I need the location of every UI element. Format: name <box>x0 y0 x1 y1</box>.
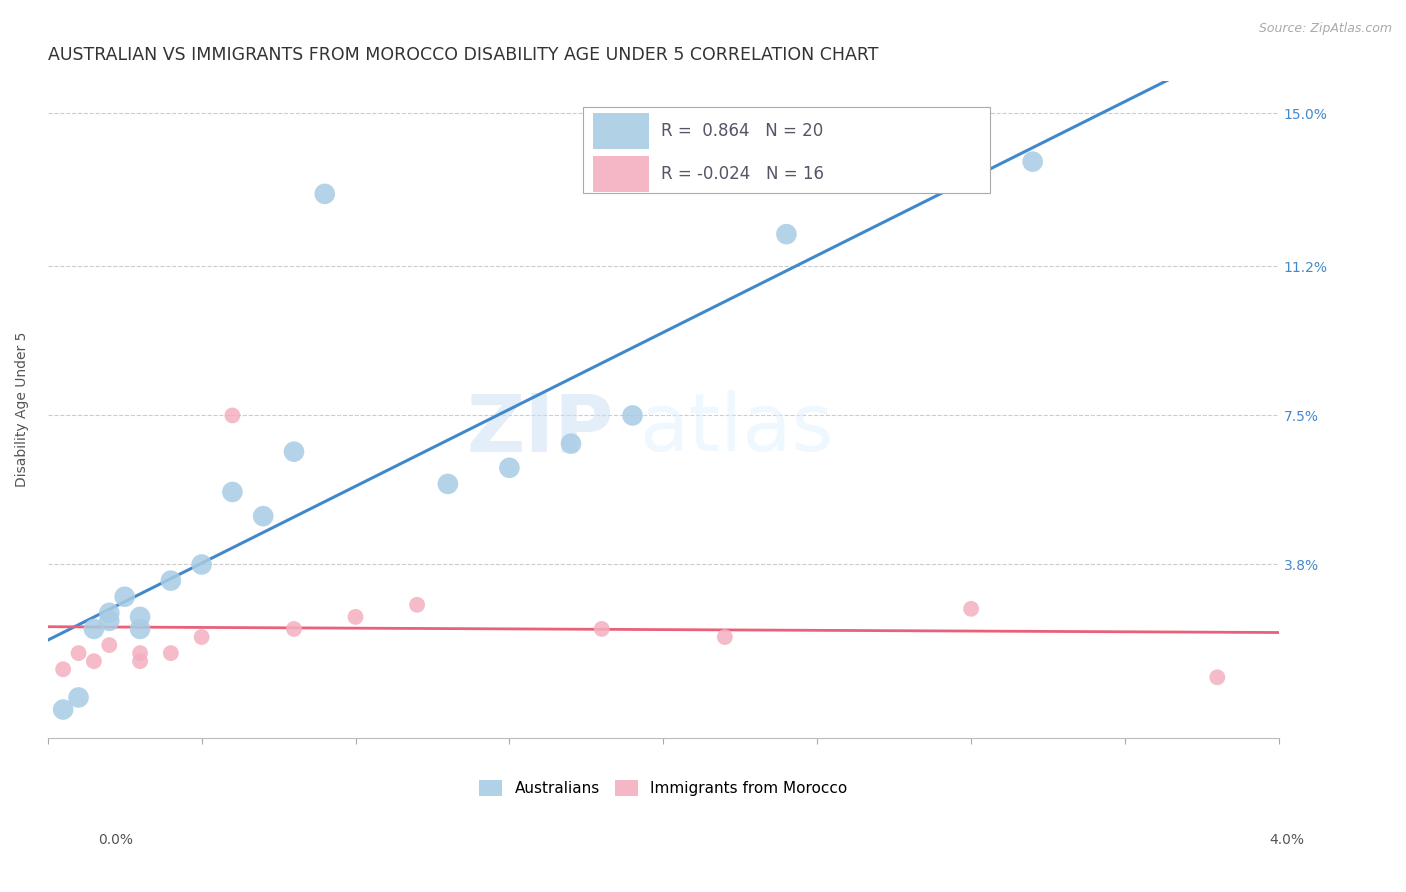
Point <box>283 622 305 636</box>
Y-axis label: Disability Age Under 5: Disability Age Under 5 <box>15 332 30 487</box>
Bar <box>593 156 648 192</box>
Point <box>129 646 152 660</box>
Point <box>190 630 212 644</box>
Point <box>591 622 613 636</box>
Point <box>67 646 90 660</box>
Point <box>129 610 152 624</box>
Point <box>621 409 644 423</box>
Point <box>129 622 152 636</box>
Point <box>344 610 367 624</box>
Point <box>114 590 136 604</box>
Point <box>98 606 121 620</box>
Point <box>406 598 429 612</box>
Point <box>252 509 274 524</box>
Point <box>314 186 336 201</box>
Point <box>960 602 983 616</box>
Point <box>98 614 121 628</box>
Point <box>221 485 243 500</box>
Point <box>190 558 212 572</box>
Text: Source: ZipAtlas.com: Source: ZipAtlas.com <box>1258 22 1392 36</box>
Legend: Australians, Immigrants from Morocco: Australians, Immigrants from Morocco <box>474 774 853 802</box>
Point <box>83 654 105 668</box>
Text: 0.0%: 0.0% <box>98 833 132 847</box>
Point <box>775 227 797 241</box>
Point <box>1206 670 1229 684</box>
Point <box>283 444 305 458</box>
Point <box>83 622 105 636</box>
Point <box>437 477 460 491</box>
Point <box>67 690 90 705</box>
Point <box>98 638 121 652</box>
Point <box>714 630 737 644</box>
FancyBboxPatch shape <box>583 107 990 193</box>
Point <box>498 460 520 475</box>
Point <box>129 654 152 668</box>
Point <box>160 574 183 588</box>
Text: atlas: atlas <box>638 390 834 468</box>
Text: 4.0%: 4.0% <box>1270 833 1303 847</box>
Point <box>221 409 243 423</box>
Point <box>1021 154 1043 169</box>
Point <box>52 702 75 716</box>
Bar <box>593 113 648 149</box>
Text: AUSTRALIAN VS IMMIGRANTS FROM MOROCCO DISABILITY AGE UNDER 5 CORRELATION CHART: AUSTRALIAN VS IMMIGRANTS FROM MOROCCO DI… <box>48 46 879 64</box>
Point <box>52 662 75 676</box>
Point <box>160 646 183 660</box>
Text: ZIP: ZIP <box>467 390 614 468</box>
Text: R = -0.024   N = 16: R = -0.024 N = 16 <box>661 165 824 183</box>
Point <box>560 436 582 450</box>
Text: R =  0.864   N = 20: R = 0.864 N = 20 <box>661 122 823 140</box>
